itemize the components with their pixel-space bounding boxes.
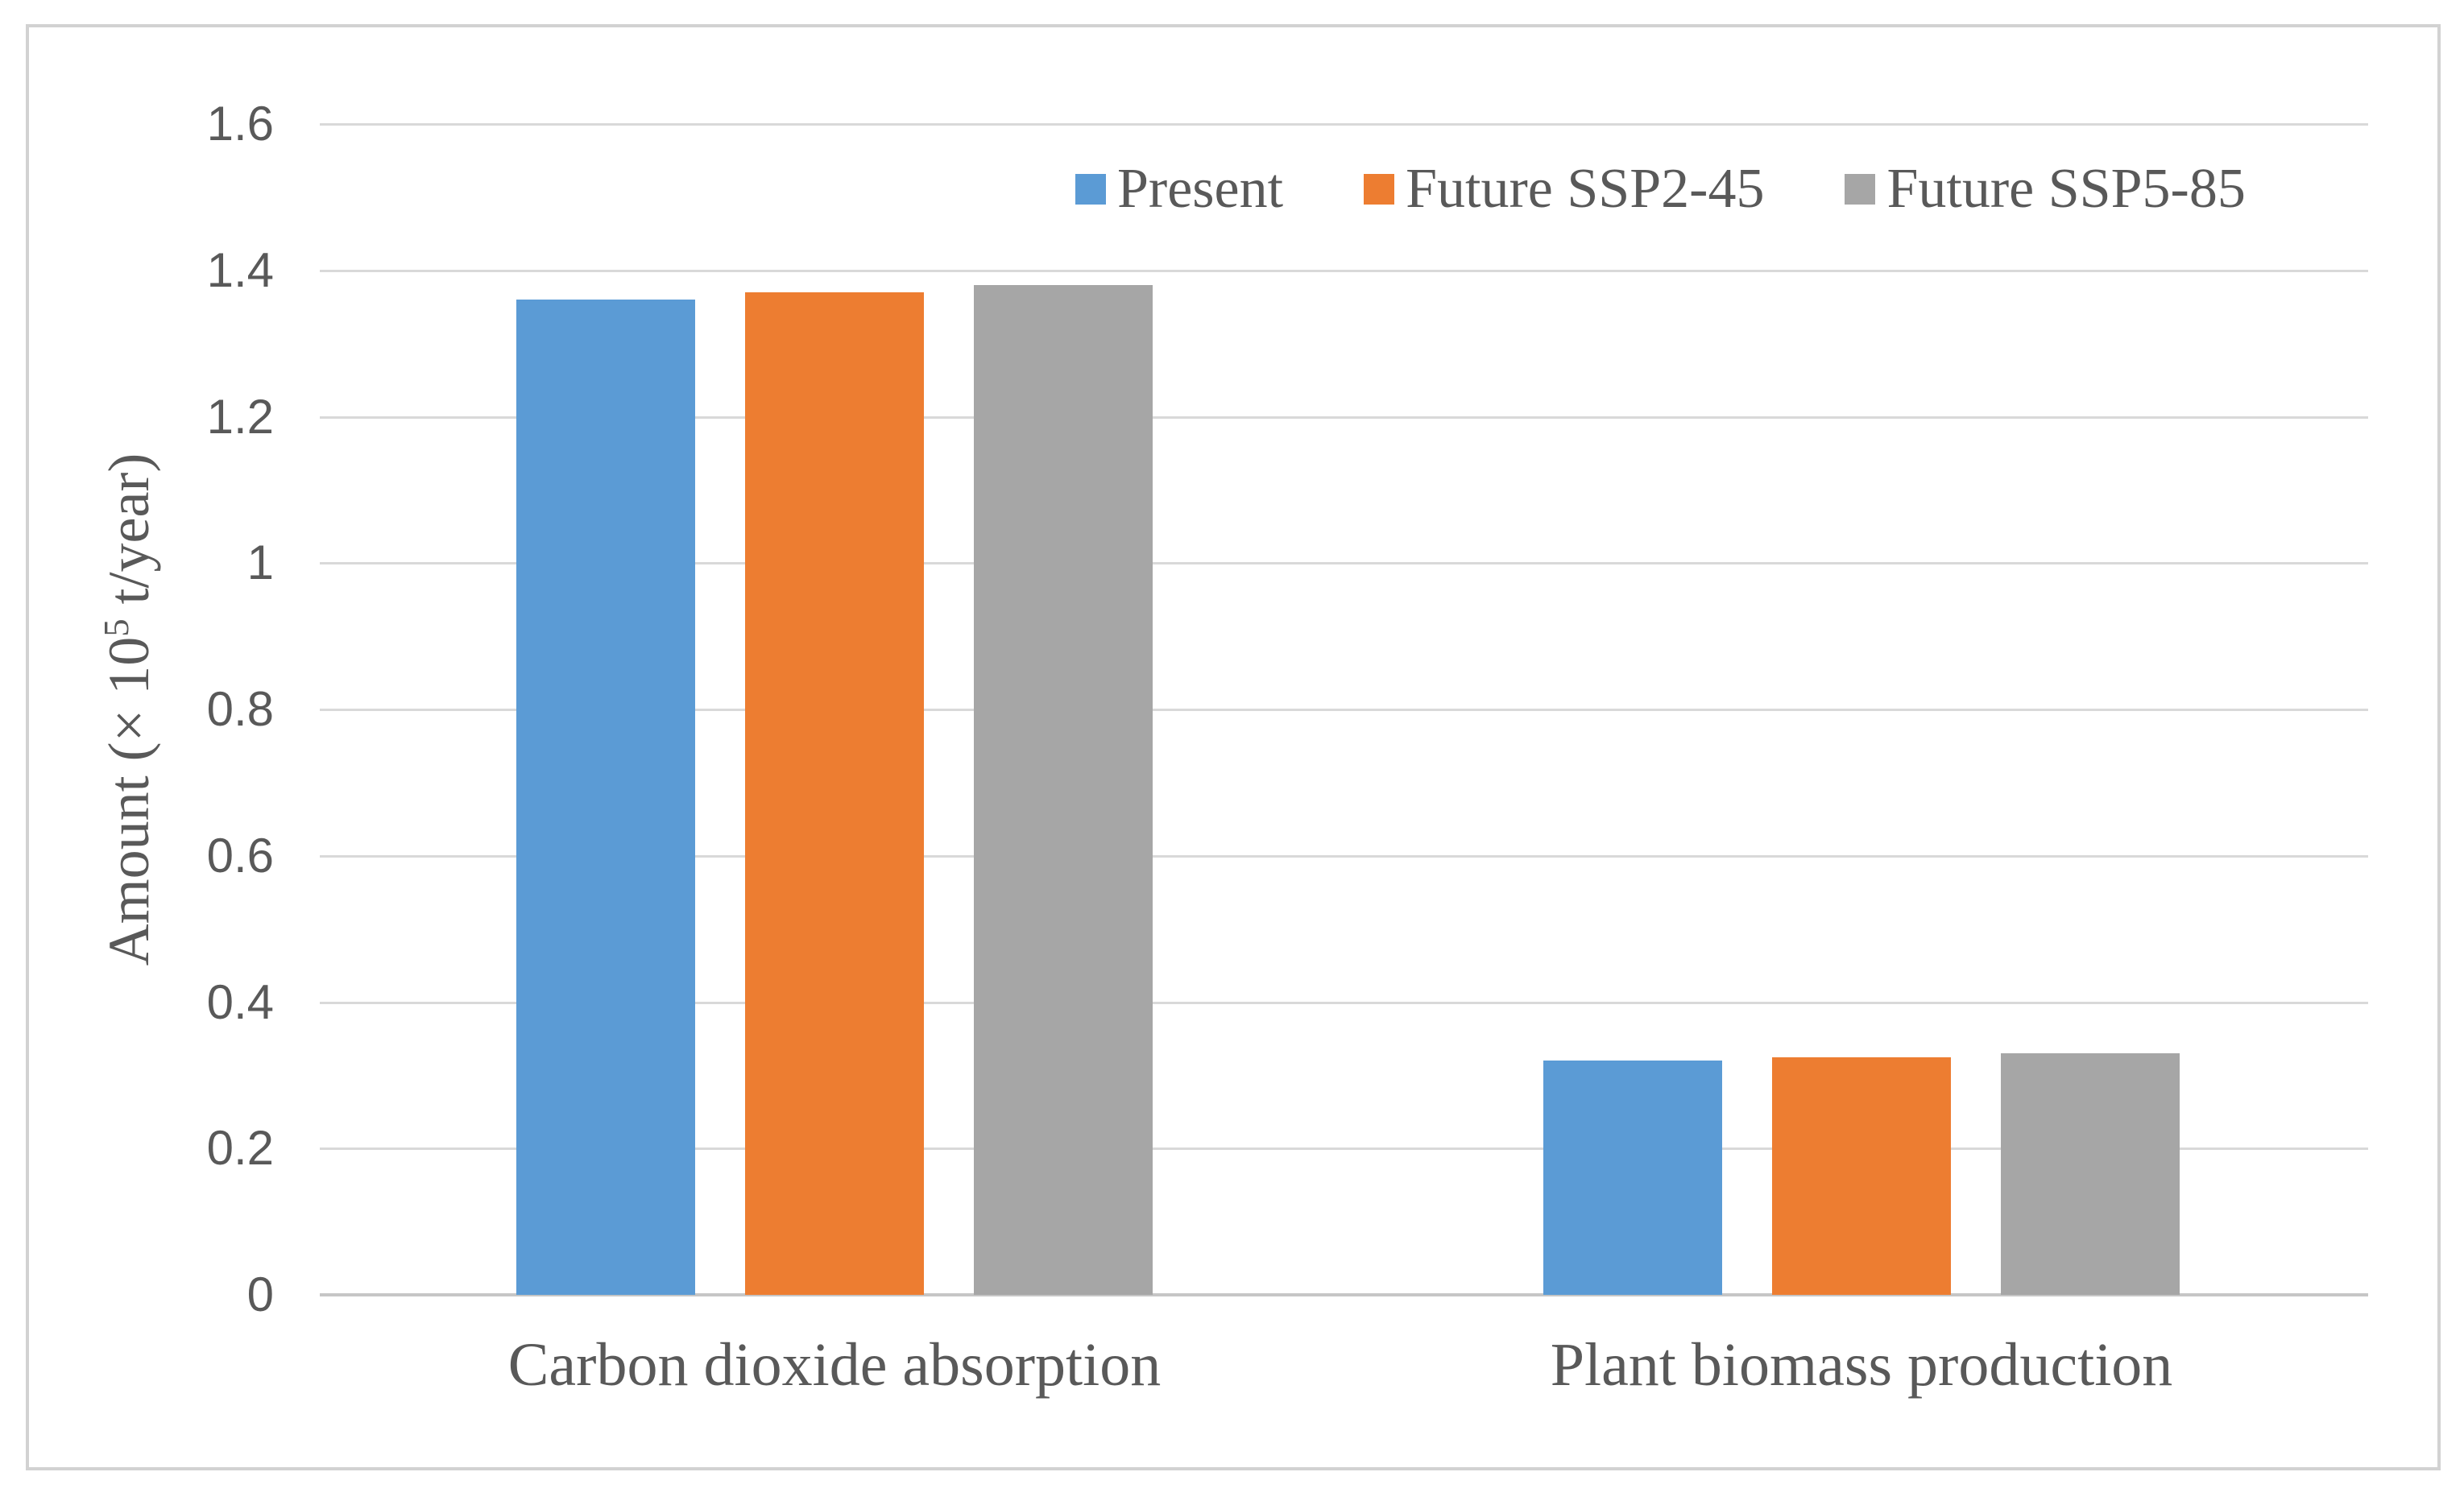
y-tick-label: 1.2 [206,389,274,444]
gridline [320,1001,2368,1004]
y-tick-label: 0.8 [206,682,274,736]
x-axis-line [320,1293,2368,1296]
category-label: Carbon dioxide absorption [507,1331,1162,1399]
bar-present [1543,1061,1722,1295]
legend-swatch-icon [1075,174,1106,205]
y-tick-labels: 0 0.2 0.4 0.6 0.8 1 1.2 1.4 1.6 [29,27,2437,1467]
gridline [320,269,2368,272]
bar-future-ssp5-85 [974,285,1153,1295]
gridline [320,1147,2368,1151]
y-tick-label: 1 [246,535,274,590]
y-tick-label: 0.4 [206,974,274,1029]
gridline [320,123,2368,126]
y-tick-label: 1.4 [206,242,274,297]
legend: Present Future SSP2-45 Future SSP5-85 [1075,157,2246,221]
bar-future-ssp5-85 [2001,1053,2180,1295]
gridline [320,562,2368,565]
category-labels-layer: Carbon dioxide absorption Plant biomass p… [29,27,2437,1467]
legend-swatch-icon [1845,174,1876,205]
y-tick-label: 0.6 [206,828,274,883]
legend-label: Future SSP5-85 [1886,158,2246,220]
y-tick-label: 1.6 [206,97,274,151]
bars-layer [29,27,2437,1467]
gridline [320,416,2368,419]
category-label: Plant biomass production [1550,1331,2173,1399]
y-tick-label: 0 [246,1267,274,1321]
bar-present [516,300,695,1295]
y-tick-label: 0.2 [206,1121,274,1176]
legend-item: Future SSP5-85 [1845,157,2246,221]
legend-label: Present [1117,158,1284,220]
legend-item: Future SSP2-45 [1364,157,1764,221]
legend-item: Present [1075,157,1283,221]
bar-future-ssp2-45 [745,292,924,1295]
bar-future-ssp2-45 [1772,1057,1951,1295]
legend-label: Future SSP2-45 [1406,158,1765,220]
chart-border: 0 0.2 0.4 0.6 0.8 1 1.2 1.4 1.6 Amount (× 105 t/… [26,24,2441,1470]
gridlines-layer [29,27,2437,1467]
legend-swatch-icon [1364,174,1395,205]
gridline [320,709,2368,711]
gridline [320,854,2368,858]
